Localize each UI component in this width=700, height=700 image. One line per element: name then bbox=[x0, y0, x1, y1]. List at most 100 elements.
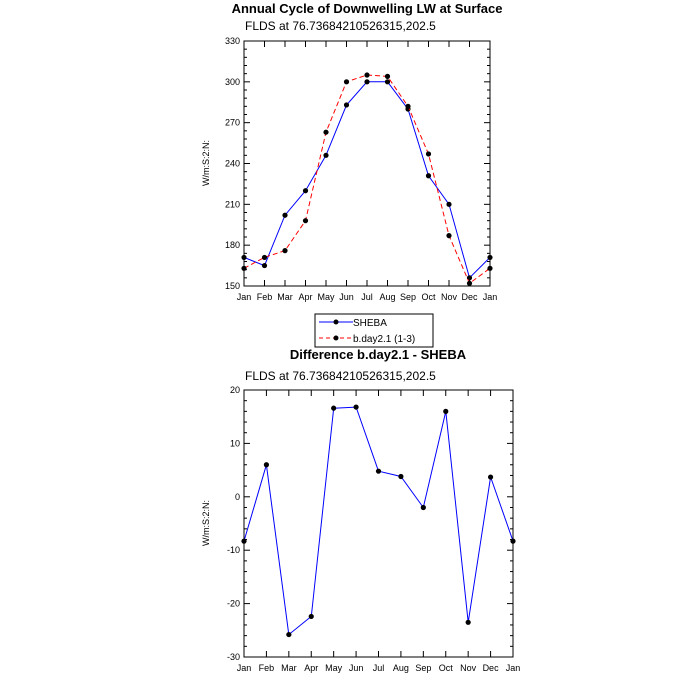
legend-sheba-marker bbox=[333, 319, 339, 325]
chart2-series-0-point bbox=[375, 468, 382, 474]
chart1-series-0-point bbox=[323, 152, 329, 158]
chart1-xtick-label: Sep bbox=[400, 292, 416, 302]
chart1-xtick-label: Nov bbox=[441, 292, 458, 302]
chart1-series-0-point bbox=[384, 79, 391, 85]
chart1-series-1-point bbox=[405, 103, 411, 109]
chart1-legend: SHEBA b.day2.1 (1-3) bbox=[314, 313, 434, 348]
chart-annual-cycle: Annual Cycle of Downwelling LW at Surfac… bbox=[201, 1, 503, 348]
chart1-series-layer bbox=[241, 72, 493, 286]
chart2-xtick-label: Feb bbox=[259, 663, 275, 673]
chart1-ytick-label: 330 bbox=[225, 36, 240, 46]
chart2-series-0-point bbox=[241, 538, 247, 544]
chart1-xtick-label: Aug bbox=[379, 292, 395, 302]
chart1-plot-frame bbox=[243, 40, 491, 287]
chart2-series-0-point bbox=[420, 504, 426, 511]
chart2-ytick-label: 0 bbox=[235, 492, 240, 502]
chart2-xtick-label: Oct bbox=[439, 663, 454, 673]
chart1-title: Annual Cycle of Downwelling LW at Surfac… bbox=[232, 1, 503, 16]
chart1-xtick-label: Feb bbox=[257, 292, 273, 302]
chart2-x-axis: Jan Feb Mar Apr May Jun Jul Aug Sep Oct Nov Dec Jan bbox=[237, 390, 521, 673]
chart1-series-1-point bbox=[282, 248, 288, 254]
chart1-xtick-label: Jul bbox=[361, 292, 373, 302]
chart1-x-axis: Jan Feb Mar Apr May Jun Jul Aug Sep Oct Nov Dec Jan bbox=[237, 41, 498, 302]
chart1-ytick-label: 180 bbox=[225, 240, 240, 250]
chart2-ytick-label: 20 bbox=[230, 385, 240, 395]
chart2-series-layer bbox=[241, 404, 516, 638]
chart1-series-1-point bbox=[343, 79, 350, 85]
chart1-series-0-point bbox=[487, 254, 493, 261]
chart1-ytick-label: 240 bbox=[225, 159, 240, 169]
chart1-series-1-point bbox=[425, 151, 432, 157]
chart1-xtick-label: Jan bbox=[483, 292, 498, 302]
chart1-xtick-label: Jun bbox=[339, 292, 354, 302]
chart1-xtick-label: Dec bbox=[461, 292, 478, 302]
chart1-xtick-label: Apr bbox=[298, 292, 312, 302]
chart1-series-0-point bbox=[261, 262, 268, 269]
chart2-series-0-point bbox=[331, 405, 337, 411]
chart2-series-0-line bbox=[243, 406, 514, 636]
chart1-series-1-line bbox=[243, 74, 491, 285]
chart2-ytick-label: -20 bbox=[227, 599, 240, 609]
chart2-xtick-label: Apr bbox=[304, 663, 318, 673]
chart1-series-1-point bbox=[364, 72, 370, 78]
chart1-series-0-point bbox=[282, 212, 288, 218]
chart2-xtick-label: Jul bbox=[373, 663, 385, 673]
chart2-series-0-point bbox=[263, 462, 270, 468]
chart2-series-0-point bbox=[465, 619, 471, 625]
chart2-ytick-label: -30 bbox=[227, 652, 240, 662]
legend-sheba-label: SHEBA bbox=[353, 318, 387, 329]
chart1-series-0-point bbox=[343, 102, 350, 108]
chart1-series-0-point bbox=[241, 254, 247, 261]
chart1-series-1-point bbox=[384, 73, 391, 79]
chart1-ytick-label: 270 bbox=[225, 118, 240, 128]
chart2-series-0-point bbox=[443, 408, 449, 414]
chart2-series-0-point bbox=[398, 473, 404, 480]
legend-model-marker bbox=[333, 335, 339, 341]
chart2-xtick-label: Sep bbox=[415, 663, 431, 673]
chart2-xtick-label: May bbox=[325, 663, 343, 673]
chart1-series-0-point bbox=[425, 173, 432, 179]
chart2-xtick-label: Jan bbox=[506, 663, 521, 673]
chart-difference: Difference b.day2.1 - SHEBA FLDS at 76.7… bbox=[201, 347, 520, 673]
chart1-series-1-point bbox=[446, 233, 452, 239]
chart1-xtick-label: Oct bbox=[421, 292, 436, 302]
chart1-series-1-point bbox=[302, 218, 309, 224]
chart1-series-1-point bbox=[466, 280, 473, 286]
chart1-series-1-point bbox=[487, 265, 493, 271]
chart2-series-0-point bbox=[353, 404, 359, 410]
chart1-xtick-label: Jan bbox=[237, 292, 252, 302]
chart2-xtick-label: Aug bbox=[393, 663, 409, 673]
chart1-series-1-point bbox=[261, 254, 268, 261]
chart1-series-0-line bbox=[243, 81, 491, 279]
chart2-series-0-point bbox=[487, 474, 494, 480]
legend-model-label: b.day2.1 (1-3) bbox=[353, 334, 415, 345]
chart2-xtick-label: Dec bbox=[483, 663, 500, 673]
chart2-xtick-label: Mar bbox=[281, 663, 297, 673]
chart2-title: Difference b.day2.1 - SHEBA bbox=[290, 347, 467, 362]
chart1-series-0-point bbox=[446, 201, 452, 207]
chart2-ytick-label: 10 bbox=[230, 438, 240, 448]
chart1-series-1-point bbox=[241, 265, 247, 271]
chart2-y-axis: -30 -20 -10 0 10 20 bbox=[227, 385, 513, 662]
chart1-xtick-label: Mar bbox=[277, 292, 293, 302]
chart1-y-axis: 150 180 210 240 270 300 330 bbox=[225, 36, 490, 291]
chart2-xtick-label: Jun bbox=[349, 663, 364, 673]
chart1-ytick-label: 300 bbox=[225, 77, 240, 87]
chart1-series-0-point bbox=[364, 79, 370, 85]
legend-frame bbox=[314, 313, 434, 348]
chart2-xtick-label: Jan bbox=[237, 663, 252, 673]
chart1-subtitle: FLDS at 76.73684210526315,202.5 bbox=[245, 19, 436, 33]
chart2-ytick-label: -10 bbox=[227, 545, 240, 555]
chart2-ylabel: W/m:S:2:N: bbox=[201, 500, 211, 546]
chart1-series-0-point bbox=[302, 188, 309, 194]
chart2-plot-frame bbox=[243, 389, 514, 658]
chart1-ytick-label: 150 bbox=[225, 281, 240, 291]
chart1-series-1-point bbox=[323, 129, 329, 135]
chart2-series-0-point bbox=[308, 613, 314, 620]
chart2-subtitle: FLDS at 76.73684210526315,202.5 bbox=[245, 369, 436, 383]
chart2-xtick-label: Nov bbox=[460, 663, 477, 673]
chart1-ytick-label: 210 bbox=[225, 199, 240, 209]
chart2-series-0-point bbox=[286, 631, 292, 638]
chart1-xtick-label: May bbox=[317, 292, 335, 302]
